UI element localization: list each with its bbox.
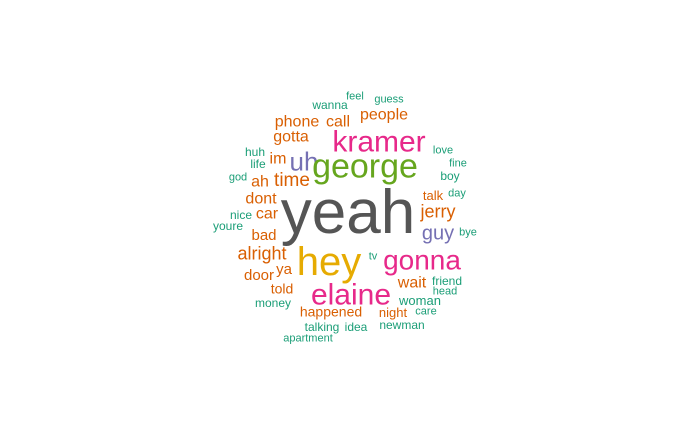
word-wanna: wanna [312, 97, 348, 112]
word-talking: talking [304, 319, 340, 334]
word-boy: boy [440, 168, 460, 183]
word-talk: talk [422, 188, 444, 204]
word-feel: feel [346, 90, 364, 103]
word-dont: dont [245, 190, 277, 208]
word-friend: friend [431, 273, 463, 288]
word-guy: guy [421, 222, 455, 245]
word-bye: bye [459, 226, 477, 239]
word-ah: ah [251, 173, 269, 191]
word-ya: ya [276, 261, 292, 279]
word-apartment: apartment [283, 332, 333, 345]
word-door: door [243, 267, 275, 285]
word-car: car [255, 205, 279, 223]
word-bad: bad [251, 227, 277, 245]
word-phone: phone [274, 113, 320, 131]
word-people: people [359, 106, 409, 124]
word-im: im [269, 150, 287, 168]
word-tv: tv [368, 250, 378, 263]
word-nice: nice [229, 207, 253, 222]
word-newman: newman [379, 317, 425, 332]
word-care: care [415, 305, 437, 318]
word-day: day [448, 187, 466, 200]
word-woman: woman [399, 293, 441, 309]
word-money: money [254, 295, 292, 310]
word-alright: alright [237, 243, 287, 264]
word-george: george [312, 147, 418, 186]
word-happened: happened [299, 303, 363, 320]
word-guess: guess [374, 93, 404, 106]
word-fine: fine [449, 157, 467, 170]
word-night: night [378, 305, 408, 321]
word-elaine: elaine [310, 278, 392, 312]
word-told: told [270, 280, 294, 297]
word-kramer: kramer [332, 125, 426, 159]
word-hey: hey [296, 240, 362, 285]
word-gotta: gotta [273, 128, 309, 146]
word-time: time [274, 170, 310, 192]
word-idea: idea [344, 319, 368, 334]
word-yeah: yeah [280, 177, 416, 247]
word-life: life [250, 156, 266, 171]
word-god: god [228, 171, 248, 184]
word-jerry: jerry [420, 201, 456, 222]
word-love: love [432, 144, 454, 157]
word-youre: youre [212, 218, 244, 233]
word-head: head [432, 285, 458, 298]
word-huh: huh [244, 144, 266, 159]
word-gonna: gonna [383, 244, 461, 276]
word-uh: uh [289, 146, 319, 177]
word-call: call [325, 113, 351, 131]
word-wait: wait [397, 274, 427, 292]
